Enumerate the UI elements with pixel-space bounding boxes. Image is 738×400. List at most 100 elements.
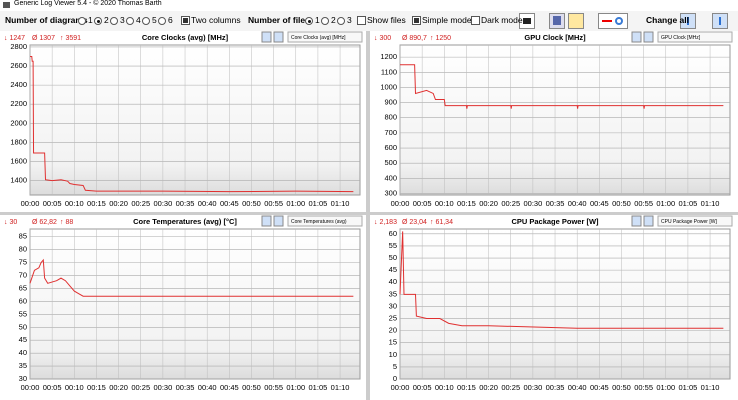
x-tick-label: 00:30	[153, 199, 172, 208]
info-button[interactable]	[261, 215, 272, 227]
y-tick-label: 65	[19, 283, 27, 292]
y-tick-label: 50	[19, 322, 27, 331]
y-tick-label: 45	[389, 265, 397, 274]
x-tick-label: 00:25	[501, 199, 520, 208]
info-button[interactable]	[631, 215, 642, 227]
checkbox[interactable]	[181, 16, 190, 25]
y-tick-label: 15	[389, 338, 397, 347]
settings-button[interactable]	[273, 31, 284, 43]
x-tick-label: 01:05	[309, 199, 328, 208]
screenshot-button[interactable]	[519, 13, 535, 29]
x-tick-label: 01:05	[679, 383, 698, 392]
radio[interactable]	[337, 17, 345, 25]
settings-button[interactable]	[643, 215, 654, 227]
stat: Ø 62,82	[32, 219, 57, 226]
y-tick-label: 2400	[10, 80, 27, 89]
stat: ↑ 3591	[60, 35, 81, 42]
y-tick-label: 2600	[10, 61, 27, 70]
x-tick-label: 00:00	[21, 199, 40, 208]
x-tick-label: 00:25	[131, 199, 150, 208]
checkbox[interactable]	[471, 16, 480, 25]
y-tick-label: 40	[19, 348, 27, 357]
files-label: Number of files	[248, 15, 310, 25]
x-tick-label: 00:15	[87, 383, 106, 392]
plot-area	[399, 44, 731, 196]
radio[interactable]	[142, 17, 150, 25]
x-tick-label: 00:50	[242, 199, 261, 208]
radio[interactable]	[78, 17, 86, 25]
x-tick-label: 00:15	[457, 383, 476, 392]
x-tick-label: 00:45	[220, 199, 239, 208]
y-tick-label: 900	[384, 98, 397, 107]
series-dropdown[interactable]	[657, 31, 733, 43]
radio-label: 3	[347, 15, 352, 25]
radio-label: 5	[152, 15, 157, 25]
settings-button[interactable]	[273, 215, 284, 227]
y-tick-label: 60	[19, 296, 27, 305]
radio[interactable]	[110, 17, 118, 25]
x-tick-label: 00:30	[523, 199, 542, 208]
y-tick-label: 5	[393, 362, 397, 371]
x-tick-label: 00:05	[43, 199, 62, 208]
dropdown-text: Core Temperatures (avg)	[291, 219, 347, 225]
change-all-label: Change all	[646, 15, 689, 25]
stat: ↓ 2,183	[374, 219, 397, 226]
series-dropdown[interactable]	[657, 215, 733, 227]
y-tick-label: 600	[384, 143, 397, 152]
x-tick-label: 00:35	[546, 199, 565, 208]
chart-panel: ↓ 30 Ø 62,82 ↑ 88 Core Temperatures (avg) […	[0, 215, 366, 396]
y-tick-label: 60	[389, 229, 397, 238]
y-tick-label: 10	[389, 350, 397, 359]
y-tick-label: 55	[19, 309, 27, 318]
series-dropdown[interactable]	[287, 215, 363, 227]
radio[interactable]	[305, 17, 313, 25]
radio-label: 2	[104, 15, 109, 25]
diagrams-label: Number of diagrams	[5, 15, 88, 25]
series-dropdown[interactable]	[287, 31, 363, 43]
x-tick-label: 00:45	[590, 383, 609, 392]
y-tick-label: 35	[19, 361, 27, 370]
y-tick-label: 70	[19, 271, 27, 280]
y-tick-label: 35	[389, 289, 397, 298]
x-tick-label: 00:55	[634, 383, 653, 392]
radio[interactable]	[126, 17, 134, 25]
x-tick-label: 01:10	[701, 199, 720, 208]
settings-button[interactable]	[643, 31, 654, 43]
dropdown-text: Core Clocks (avg) [MHz]	[291, 35, 346, 41]
line-style-button[interactable]	[598, 13, 628, 29]
info-button[interactable]	[261, 31, 272, 43]
x-tick-label: 00:40	[198, 199, 217, 208]
y-tick-label: 50	[389, 253, 397, 262]
x-tick-label: 00:00	[391, 199, 410, 208]
data-line	[30, 55, 354, 193]
plot-area	[29, 44, 361, 196]
y-tick-label: 1400	[10, 176, 27, 185]
checkbox[interactable]	[357, 16, 366, 25]
x-tick-label: 00:55	[264, 199, 283, 208]
save-button[interactable]	[549, 13, 565, 29]
data-line	[29, 258, 354, 297]
scroll-down-button[interactable]	[712, 13, 728, 29]
stat: Ø 890,7	[402, 35, 427, 42]
stat: ↓ 30	[4, 219, 17, 226]
toolbar: Number of diagrams 1 2 3 4 5 6 Two columns Numbe…	[0, 11, 738, 31]
open-button[interactable]	[568, 13, 584, 29]
x-tick-label: 00:40	[568, 383, 587, 392]
radio[interactable]	[321, 17, 329, 25]
x-tick-label: 00:25	[131, 383, 150, 392]
y-tick-label: 1200	[380, 52, 397, 61]
radio-label: 3	[120, 15, 125, 25]
y-tick-label: 75	[19, 258, 27, 267]
x-tick-label: 00:20	[109, 199, 128, 208]
info-button[interactable]	[631, 31, 642, 43]
x-tick-label: 01:00	[656, 383, 675, 392]
checkbox[interactable]	[412, 16, 421, 25]
stat: Ø 23,04	[402, 219, 427, 226]
checkbox-label: Show files	[367, 15, 406, 25]
scroll-up-button[interactable]	[680, 13, 696, 29]
x-tick-label: 01:05	[679, 199, 698, 208]
radio[interactable]	[158, 17, 166, 25]
x-tick-label: 00:45	[590, 199, 609, 208]
x-tick-label: 00:10	[65, 199, 84, 208]
radio[interactable]	[94, 17, 102, 25]
